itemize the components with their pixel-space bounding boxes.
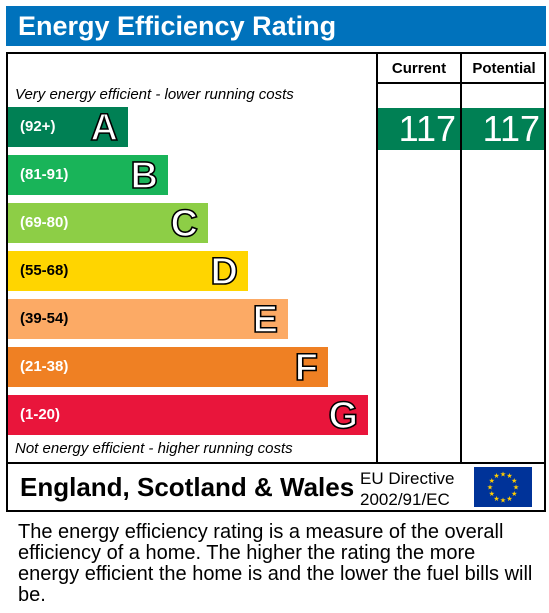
band-letter: B (130, 154, 159, 198)
band-letter: E (252, 298, 279, 342)
band-letter: C (170, 202, 199, 246)
current-column-divider (376, 52, 378, 463)
rating-chart-frame (6, 52, 546, 512)
eu-star-icon: ★ (511, 490, 517, 498)
band-range-label: (39-54) (20, 310, 69, 327)
band-c: (69-80) C (8, 202, 208, 246)
band-f: (21-38) F (8, 346, 328, 390)
current-score: 117 (378, 108, 460, 150)
band-range-label: (92+) (20, 118, 56, 135)
top-note: Very energy efficient - lower running co… (15, 86, 294, 103)
eu-star-icon: ★ (511, 477, 517, 485)
column-header-current: Current (391, 60, 447, 77)
potential-column-divider (460, 52, 462, 463)
eu-star-icon: ★ (489, 490, 495, 498)
band-range-label: (1-20) (20, 406, 61, 423)
eu-flag-icon: ★ ★★★★★★★★★★★ (474, 467, 532, 507)
eu-directive-line2: 2002/91/EC (360, 490, 450, 509)
eu-star-icon: ★ (493, 495, 499, 503)
band-d: (55-68) D (8, 250, 248, 294)
eu-star-icon: ★ (487, 484, 493, 492)
bottom-note: Not energy efficient - higher running co… (15, 440, 293, 457)
band-range-label: (69-80) (20, 214, 69, 231)
page-title: Energy Efficiency Rating (6, 6, 546, 46)
column-header-potential: Potential (472, 60, 536, 77)
band-range-label: (81-91) (20, 166, 69, 183)
region-separator (6, 462, 546, 464)
eu-star-icon: ★ (500, 471, 506, 479)
band-letter: A (90, 106, 119, 150)
band-letter: F (294, 346, 319, 390)
band-letter: G (328, 394, 359, 438)
eu-star-icon: ★ (500, 497, 506, 505)
eu-directive: EU Directive 2002/91/EC (360, 468, 454, 510)
eu-star-icon: ★ (493, 472, 499, 480)
footer-description: The energy efficiency rating is a measur… (18, 521, 533, 606)
band-range-label: (55-68) (20, 262, 69, 279)
eu-star-icon: ★ (513, 484, 519, 492)
eu-star-icon: ★ (506, 495, 512, 503)
band-e: (39-54) E (8, 298, 288, 342)
region-label: England, Scotland & Wales (20, 472, 355, 502)
band-letter: D (210, 250, 239, 294)
band-g: (1-20) G (8, 394, 368, 438)
eu-directive-line1: EU Directive (360, 469, 455, 488)
band-range-label: (21-38) (20, 358, 69, 375)
header-underline (376, 82, 546, 84)
eu-star-icon: ★ (506, 472, 512, 480)
band-b: (81-91) B (8, 154, 168, 198)
band-a: (92+) A (8, 106, 128, 150)
potential-score: 117 (462, 108, 544, 150)
eu-star-icon: ★ (489, 477, 495, 485)
